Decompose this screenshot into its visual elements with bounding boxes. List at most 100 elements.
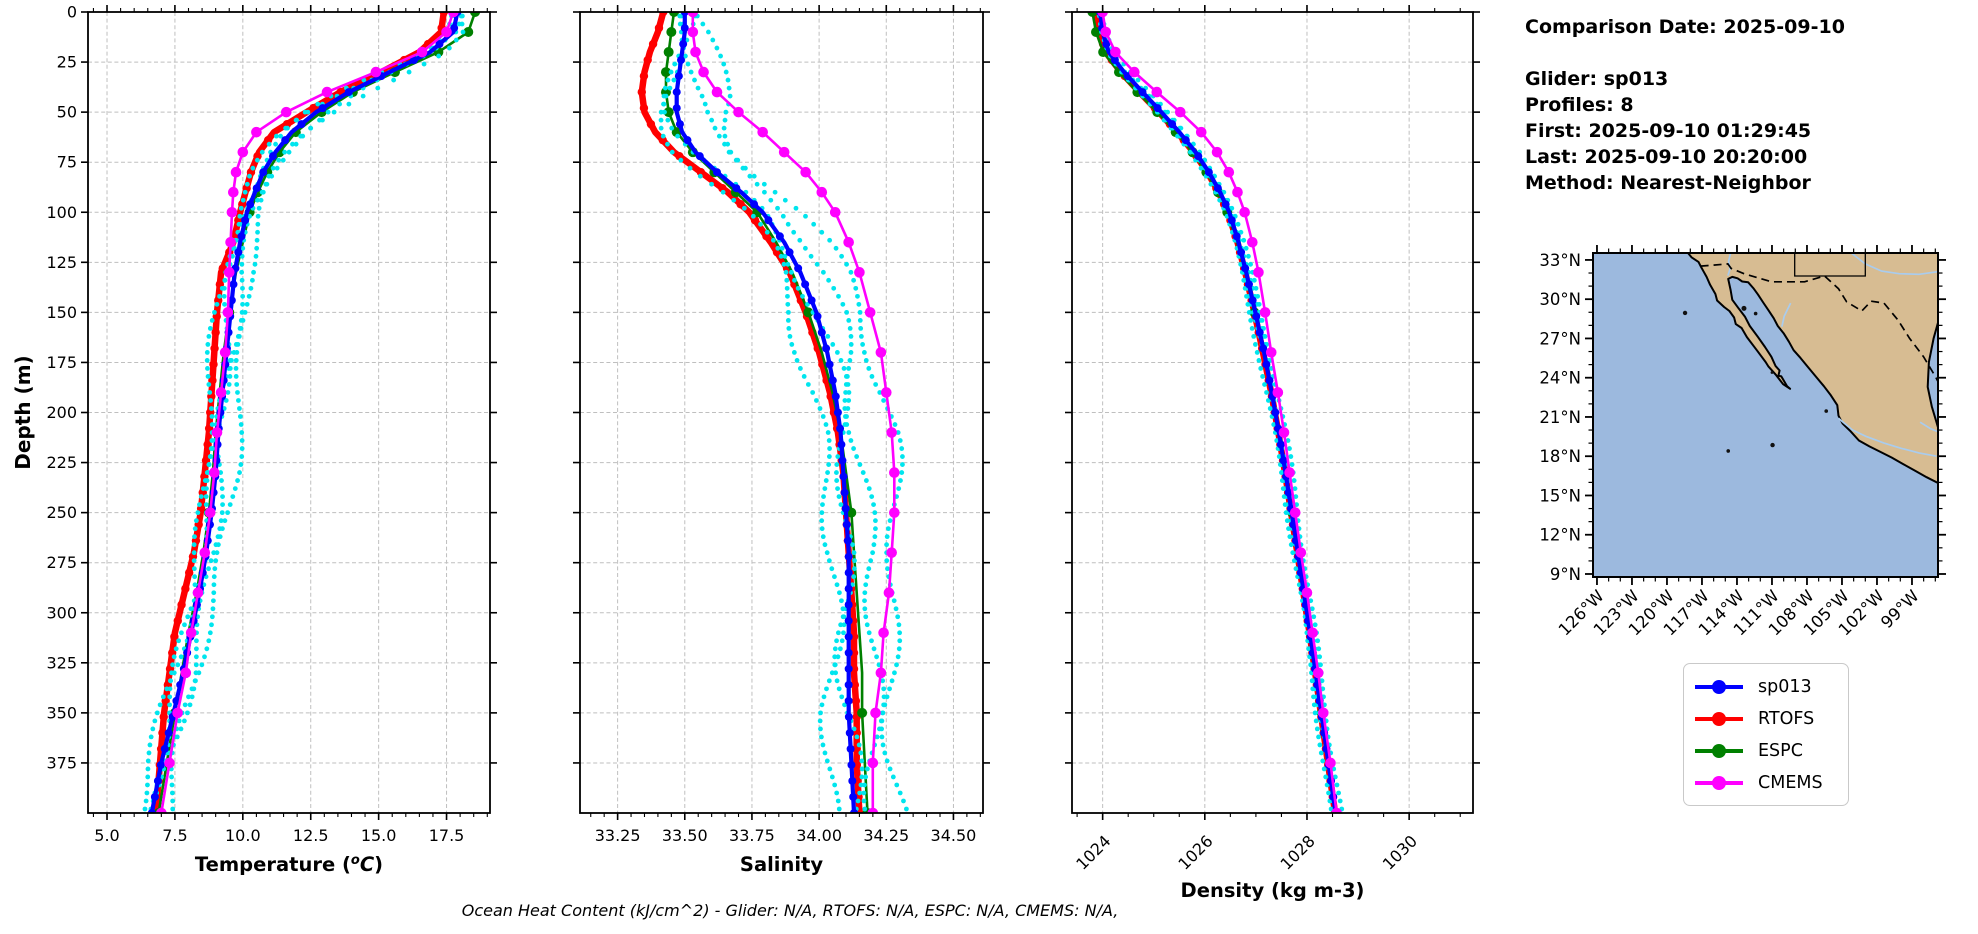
map-layers bbox=[1593, 253, 1938, 577]
legend-label-sp013: sp013 bbox=[1758, 677, 1812, 697]
info-glider: Glider: sp013 bbox=[1525, 68, 1669, 90]
axis-ticks bbox=[1065, 5, 1480, 820]
x-tick-label: 10.0 bbox=[225, 826, 261, 845]
series-cmems bbox=[156, 12, 459, 813]
depth-tick-label: 225 bbox=[46, 453, 77, 472]
ohc-note: Ocean Heat Content (kJ/cm^2) - Glider: N… bbox=[461, 901, 1119, 920]
series-cmems bbox=[1097, 12, 1342, 813]
map-lon-label: 99°W bbox=[1877, 586, 1923, 632]
series-layer bbox=[637, 12, 909, 813]
depth-tick-label: 300 bbox=[46, 603, 77, 622]
comparison-date: Comparison Date: 2025-09-10 bbox=[1525, 16, 1845, 38]
axis-ticks bbox=[81, 5, 497, 820]
map-land bbox=[1687, 253, 1938, 484]
depth-axis-label: Depth (m) bbox=[11, 355, 35, 469]
legend-label-espc: ESPC bbox=[1758, 741, 1803, 761]
map-lat-label: 27°N bbox=[1539, 329, 1581, 348]
x-tick-label: 1024 bbox=[1072, 831, 1114, 873]
depth-tick-label: 25 bbox=[57, 53, 77, 72]
depth-tick-label: 175 bbox=[46, 353, 77, 372]
tick-labels: 5.0 7.5 10.0 12.5 15.0 17.5 0 25 50 75 100 125 150 17… bbox=[46, 3, 464, 846]
legend-marker-espc bbox=[1695, 744, 1743, 758]
depth-tick-label: 275 bbox=[46, 553, 77, 572]
series-rtofs bbox=[1092, 12, 1340, 813]
legend-label-rtofs: RTOFS bbox=[1758, 709, 1815, 729]
x-tick-label: 17.5 bbox=[429, 826, 465, 845]
series-layer bbox=[142, 12, 481, 813]
depth-tick-label: 100 bbox=[46, 203, 77, 222]
map-river bbox=[1850, 253, 1938, 276]
depth-tick-label: 200 bbox=[46, 403, 77, 422]
x-tick-label: 34.25 bbox=[863, 826, 909, 845]
map-island bbox=[1770, 371, 1774, 374]
x-tick-label: 33.75 bbox=[729, 826, 775, 845]
info-panel: Comparison Date: 2025-09-10 Glider: sp01… bbox=[1525, 14, 1845, 196]
x-tick-label: 15.0 bbox=[361, 826, 397, 845]
x-tick-label: 1030 bbox=[1379, 831, 1421, 873]
depth-tick-label: 325 bbox=[46, 653, 77, 672]
x-tick-label: 34.50 bbox=[931, 826, 977, 845]
tick-labels: 1024 1026 1028 1030 bbox=[1072, 831, 1421, 873]
legend-item-rtofs: RTOFS bbox=[1684, 703, 1848, 735]
map-lat-label: 21°N bbox=[1539, 408, 1581, 427]
series-sp013 bbox=[672, 12, 859, 813]
info-first: First: 2025-09-10 01:29:45 bbox=[1525, 120, 1812, 142]
depth-tick-label: 150 bbox=[46, 303, 77, 322]
legend-marker-sp013 bbox=[1695, 680, 1743, 694]
info-method: Method: Nearest-Neighbor bbox=[1525, 172, 1811, 194]
map-lat-label: 9°N bbox=[1550, 565, 1581, 584]
depth-tick-label: 250 bbox=[46, 503, 77, 522]
axis-title: Density (kg m-3) bbox=[1181, 879, 1365, 902]
axis-title: Salinity bbox=[740, 853, 823, 876]
map-lat-label: 30°N bbox=[1539, 290, 1581, 309]
map-lat-label: 15°N bbox=[1539, 486, 1581, 505]
legend-item-sp013: sp013 bbox=[1684, 671, 1848, 703]
axis-title: Temperature (oC) bbox=[195, 853, 383, 876]
salinity-panel: 33.25 33.50 33.75 34.00 34.25 34.50 Salinity bbox=[573, 5, 990, 876]
x-tick-label: 1028 bbox=[1277, 831, 1319, 873]
depth-tick-label: 125 bbox=[46, 253, 77, 272]
x-tick-label: 1026 bbox=[1174, 831, 1216, 873]
map-island bbox=[1726, 449, 1731, 453]
legend-label-cmems: CMEMS bbox=[1758, 773, 1823, 793]
x-tick-label: 5.0 bbox=[94, 826, 119, 845]
map-island bbox=[1824, 409, 1829, 413]
series-layer bbox=[1087, 12, 1345, 813]
map-state-border bbox=[1794, 253, 1866, 277]
x-tick-label: 33.50 bbox=[662, 826, 708, 845]
map-lat-label: 18°N bbox=[1539, 447, 1581, 466]
map-frame bbox=[1592, 252, 1939, 578]
temperature-panel: 5.0 7.5 10.0 12.5 15.0 17.5 0 25 50 75 100 125 150 17… bbox=[46, 3, 497, 876]
map-river bbox=[1781, 302, 1792, 327]
map-country-border bbox=[1700, 263, 1938, 382]
depth-tick-label: 350 bbox=[46, 703, 77, 722]
depth-tick-label: 375 bbox=[46, 753, 77, 772]
x-tick-label: 12.5 bbox=[293, 826, 329, 845]
legend-marker-rtofs bbox=[1695, 712, 1743, 726]
gridlines bbox=[580, 12, 983, 813]
map-river bbox=[1837, 417, 1937, 458]
map-island bbox=[1682, 310, 1688, 316]
map-lat-label: 33°N bbox=[1539, 251, 1581, 270]
info-gap bbox=[1525, 40, 1845, 66]
x-tick-label: 34.00 bbox=[796, 826, 842, 845]
map-lat-label: 12°N bbox=[1539, 526, 1581, 545]
map-island bbox=[1741, 305, 1747, 311]
series-cmems bbox=[687, 12, 900, 813]
legend-item-espc: ESPC bbox=[1684, 735, 1848, 767]
density-panel: 1024 1026 1028 1030 Density (kg m-3) bbox=[1065, 5, 1480, 902]
map-lat-label: 24°N bbox=[1539, 369, 1581, 388]
map-panel: 33°N30°N27°N24°N21°N18°N15°N12°N9°N126°W… bbox=[1539, 245, 1946, 639]
map-river bbox=[1919, 421, 1938, 433]
info-last: Last: 2025-09-10 20:20:00 bbox=[1525, 146, 1808, 168]
depth-tick-label: 50 bbox=[57, 103, 77, 122]
x-tick-label: 33.25 bbox=[595, 826, 641, 845]
info-profiles: Profiles: 8 bbox=[1525, 94, 1634, 116]
map-island bbox=[1753, 311, 1758, 316]
legend: sp013 RTOFS ESPC CMEMS bbox=[1683, 663, 1849, 806]
tick-labels: 33.25 33.50 33.75 34.00 34.25 34.50 bbox=[595, 826, 977, 845]
depth-tick-label: 75 bbox=[57, 153, 77, 172]
map-island bbox=[1770, 442, 1775, 448]
